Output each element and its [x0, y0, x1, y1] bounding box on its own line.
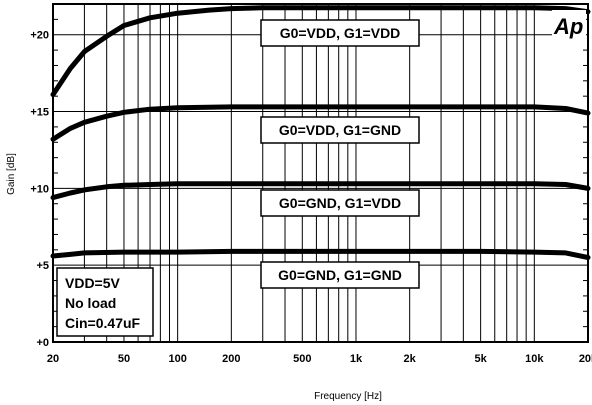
- ap-logo: Ap: [552, 10, 586, 40]
- series-line-1: [50, 5, 591, 98]
- y-tick-label: +15: [30, 107, 49, 119]
- series-label-text: G0=GND, G1=VDD: [279, 195, 401, 211]
- conditions-box: VDD=5V No load Cin=0.47uF: [56, 267, 154, 337]
- series-label-boxes: G0=VDD, G1=VDD G0=VDD, G1=GND G0=GND, G1=V…: [260, 19, 420, 289]
- series-line-4: [50, 248, 591, 260]
- x-tick-label: 20: [47, 353, 59, 365]
- x-tick-label: 50: [118, 353, 130, 365]
- series-label-frame: [260, 261, 420, 289]
- series-label-text: G0=VDD, G1=GND: [279, 122, 401, 138]
- plot-frame: [52, 3, 589, 343]
- series-label-frame: [260, 19, 420, 47]
- series-line-2: [50, 104, 591, 142]
- y-tick-label: +0: [36, 337, 49, 349]
- series-label-text: G0=VDD, G1=VDD: [280, 25, 401, 41]
- condition-line-cin: Cin=0.47uF: [65, 315, 141, 331]
- series-label-text: G0=GND, G1=GND: [278, 267, 402, 283]
- series-label-box-2: G0=VDD, G1=GND: [260, 116, 420, 144]
- x-tick-label: 5k: [475, 353, 488, 365]
- x-tick-label: 2k: [404, 353, 417, 365]
- x-tick-label: 1k: [350, 353, 363, 365]
- series-label-box-3: G0=GND, G1=VDD: [260, 189, 420, 217]
- series-label-box-4: G0=GND, G1=GND: [260, 261, 420, 289]
- x-tick-label: 100: [168, 353, 186, 365]
- x-tick-labels: 20 50 100 200 500 1k 2k 5k 10k 20k: [47, 353, 592, 365]
- gain-curves: [50, 5, 591, 260]
- y-axis-title: Gain [dB]: [6, 153, 17, 195]
- x-tick-label: 10k: [525, 353, 544, 365]
- series-line-3: [50, 181, 591, 201]
- x-tick-label: 20k: [579, 353, 592, 365]
- x-axis-title: Frequency [Hz]: [314, 391, 382, 402]
- x-tick-label: 200: [222, 353, 240, 365]
- conditions-box-frame: [56, 267, 154, 337]
- series-label-box-1: G0=VDD, G1=VDD: [260, 19, 420, 47]
- y-tick-label: +10: [30, 183, 49, 195]
- ap-logo-text: Ap: [553, 14, 583, 39]
- series-label-frame: [260, 189, 420, 217]
- series-label-frame: [260, 116, 420, 144]
- y-tick-label: +20: [30, 30, 49, 42]
- condition-line-vdd: VDD=5V: [65, 275, 121, 291]
- condition-line-load: No load: [65, 295, 116, 311]
- ap-logo-background: [552, 10, 586, 40]
- y-tick-labels: +0 +5 +10 +15 +20: [30, 30, 49, 349]
- y-tick-label: +5: [36, 260, 49, 272]
- x-tick-label: 500: [293, 353, 311, 365]
